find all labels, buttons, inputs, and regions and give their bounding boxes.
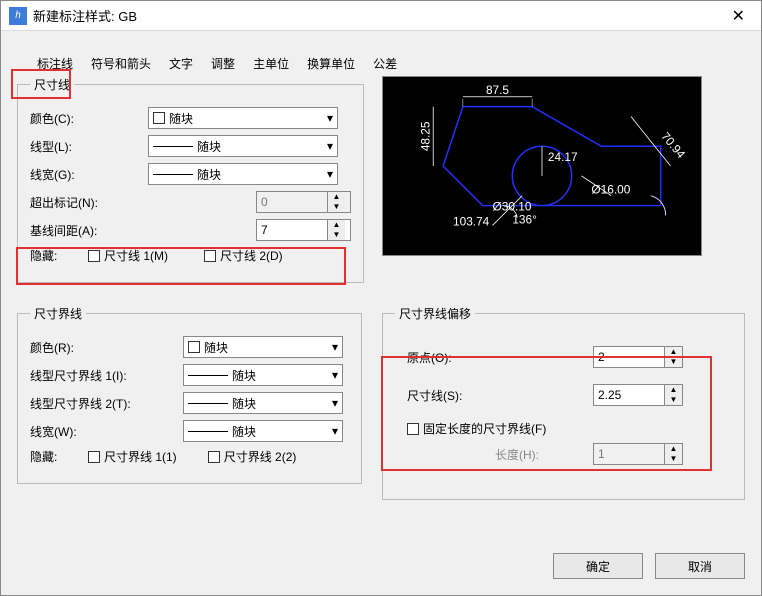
tab-fit[interactable]: 调整 — [203, 51, 243, 76]
spin-down: ▼ — [665, 454, 682, 464]
ext-hide2-checkbox[interactable]: 尺寸界线 2(2) — [208, 448, 297, 465]
spin-down[interactable]: ▼ — [665, 357, 682, 367]
dimline-legend: 尺寸线 — [30, 76, 74, 93]
hide-label: 隐藏: — [30, 247, 80, 264]
tab-text[interactable]: 文字 — [161, 51, 201, 76]
svg-text:87.5: 87.5 — [486, 83, 509, 97]
hide2-checkbox[interactable]: 尺寸线 2(D) — [204, 247, 283, 264]
line-sample — [188, 403, 228, 404]
ext-hide-label: 隐藏: — [30, 448, 80, 465]
origin-label: 原点(O): — [407, 349, 497, 366]
length-label: 长度(H): — [495, 446, 585, 463]
line-sample — [188, 375, 228, 376]
extend-spin: ▲▼ — [256, 191, 351, 213]
offset-legend: 尺寸界线偏移 — [395, 305, 475, 322]
ext-lt2-combo[interactable]: 随块 — [183, 392, 343, 414]
byblock-swatch — [153, 112, 165, 124]
ext-lwt-combo[interactable]: 随块 — [183, 420, 343, 442]
color-label: 颜色(C): — [30, 110, 140, 127]
svg-text:24.17: 24.17 — [548, 150, 578, 164]
ltype-label: 线型(L): — [30, 138, 140, 155]
dimline-offset-input[interactable] — [594, 388, 664, 402]
svg-text:103.74: 103.74 — [453, 214, 490, 228]
lwt-combo[interactable]: 随块 — [148, 163, 338, 185]
ltype-combo[interactable]: 随块 — [148, 135, 338, 157]
cancel-button[interactable]: 取消 — [655, 553, 745, 579]
extline-legend: 尺寸界线 — [30, 305, 86, 322]
lwt-label: 线宽(G): — [30, 166, 140, 183]
ext-lt2-label: 线型尺寸界线 2(T): — [30, 395, 175, 412]
tab-alt[interactable]: 换算单位 — [299, 51, 363, 76]
checkbox-icon — [208, 451, 220, 463]
spin-up[interactable]: ▲ — [665, 347, 682, 357]
ext-lt1-label: 线型尺寸界线 1(I): — [30, 367, 175, 384]
preview-panel: 87.5 48.25 24.17 Ø30.10 103.74 136° 70.9… — [382, 76, 702, 256]
spin-up: ▲ — [665, 444, 682, 454]
ext-lwt-label: 线宽(W): — [30, 423, 175, 440]
color-combo[interactable]: 随块 — [148, 107, 338, 129]
ok-button[interactable]: 确定 — [553, 553, 643, 579]
close-button[interactable]: ✕ — [724, 6, 753, 26]
tab-bar: 标注线 符号和箭头 文字 调整 主单位 换算单位 公差 — [17, 43, 745, 76]
spin-down[interactable]: ▼ — [665, 395, 682, 405]
tab-dimline[interactable]: 标注线 — [29, 51, 81, 76]
ext-hide1-checkbox[interactable]: 尺寸界线 1(1) — [88, 448, 177, 465]
checkbox-icon — [204, 250, 216, 262]
length-input — [594, 447, 664, 461]
extend-label: 超出标记(N): — [30, 194, 140, 211]
svg-text:Ø16.00: Ø16.00 — [591, 183, 630, 197]
baseline-spin[interactable]: ▲▼ — [256, 219, 351, 241]
checkbox-icon — [88, 250, 100, 262]
baseline-label: 基线间距(A): — [30, 222, 140, 239]
byblock-swatch — [188, 341, 200, 353]
offset-group: 尺寸界线偏移 原点(O): ▲▼ 尺寸线(S): ▲▼ 固定长度的尺寸界线(F) — [382, 305, 745, 500]
tab-tol[interactable]: 公差 — [365, 51, 405, 76]
dimline-offset-label: 尺寸线(S): — [407, 387, 497, 404]
dimline-offset-spin[interactable]: ▲▼ — [593, 384, 683, 406]
tab-arrows[interactable]: 符号和箭头 — [83, 51, 159, 76]
extline-group: 尺寸界线 颜色(R): 随块 线型尺寸界线 1(I): 随块 线型尺寸界线 2(… — [17, 305, 362, 484]
ext-color-label: 颜色(R): — [30, 339, 175, 356]
line-sample — [188, 431, 228, 432]
line-sample — [153, 174, 193, 175]
spin-down[interactable]: ▼ — [328, 230, 345, 240]
spin-down: ▼ — [328, 202, 345, 212]
checkbox-icon — [88, 451, 100, 463]
hide1-checkbox[interactable]: 尺寸线 1(M) — [88, 247, 168, 264]
svg-text:48.25: 48.25 — [418, 121, 432, 151]
ext-lt1-combo[interactable]: 随块 — [183, 364, 343, 386]
extend-input — [257, 195, 327, 209]
origin-input[interactable] — [594, 350, 664, 364]
checkbox-icon — [407, 423, 419, 435]
spin-up[interactable]: ▲ — [665, 385, 682, 395]
fixed-len-checkbox[interactable]: 固定长度的尺寸界线(F) — [407, 420, 546, 437]
window-title: 新建标注样式: GB — [33, 6, 137, 25]
dialog-window: h 新建标注样式: GB ✕ 标注线 符号和箭头 文字 调整 主单位 换算单位 … — [0, 0, 762, 596]
length-spin: ▲▼ — [593, 443, 683, 465]
spin-up[interactable]: ▲ — [328, 220, 345, 230]
baseline-input[interactable] — [257, 223, 327, 237]
spin-up: ▲ — [328, 192, 345, 202]
app-icon: h — [9, 7, 27, 25]
button-bar: 确定 取消 — [1, 545, 761, 595]
ext-color-combo[interactable]: 随块 — [183, 336, 343, 358]
content-area: 标注线 符号和箭头 文字 调整 主单位 换算单位 公差 尺寸线 颜色(C): 随… — [1, 31, 761, 545]
titlebar: h 新建标注样式: GB ✕ — [1, 1, 761, 31]
origin-spin[interactable]: ▲▼ — [593, 346, 683, 368]
dimline-group: 尺寸线 颜色(C): 随块 线型(L): 随块 线宽(G): 随块 超出标记( — [17, 76, 364, 283]
line-sample — [153, 146, 193, 147]
tab-primary[interactable]: 主单位 — [245, 51, 297, 76]
svg-text:136°: 136° — [512, 212, 537, 226]
